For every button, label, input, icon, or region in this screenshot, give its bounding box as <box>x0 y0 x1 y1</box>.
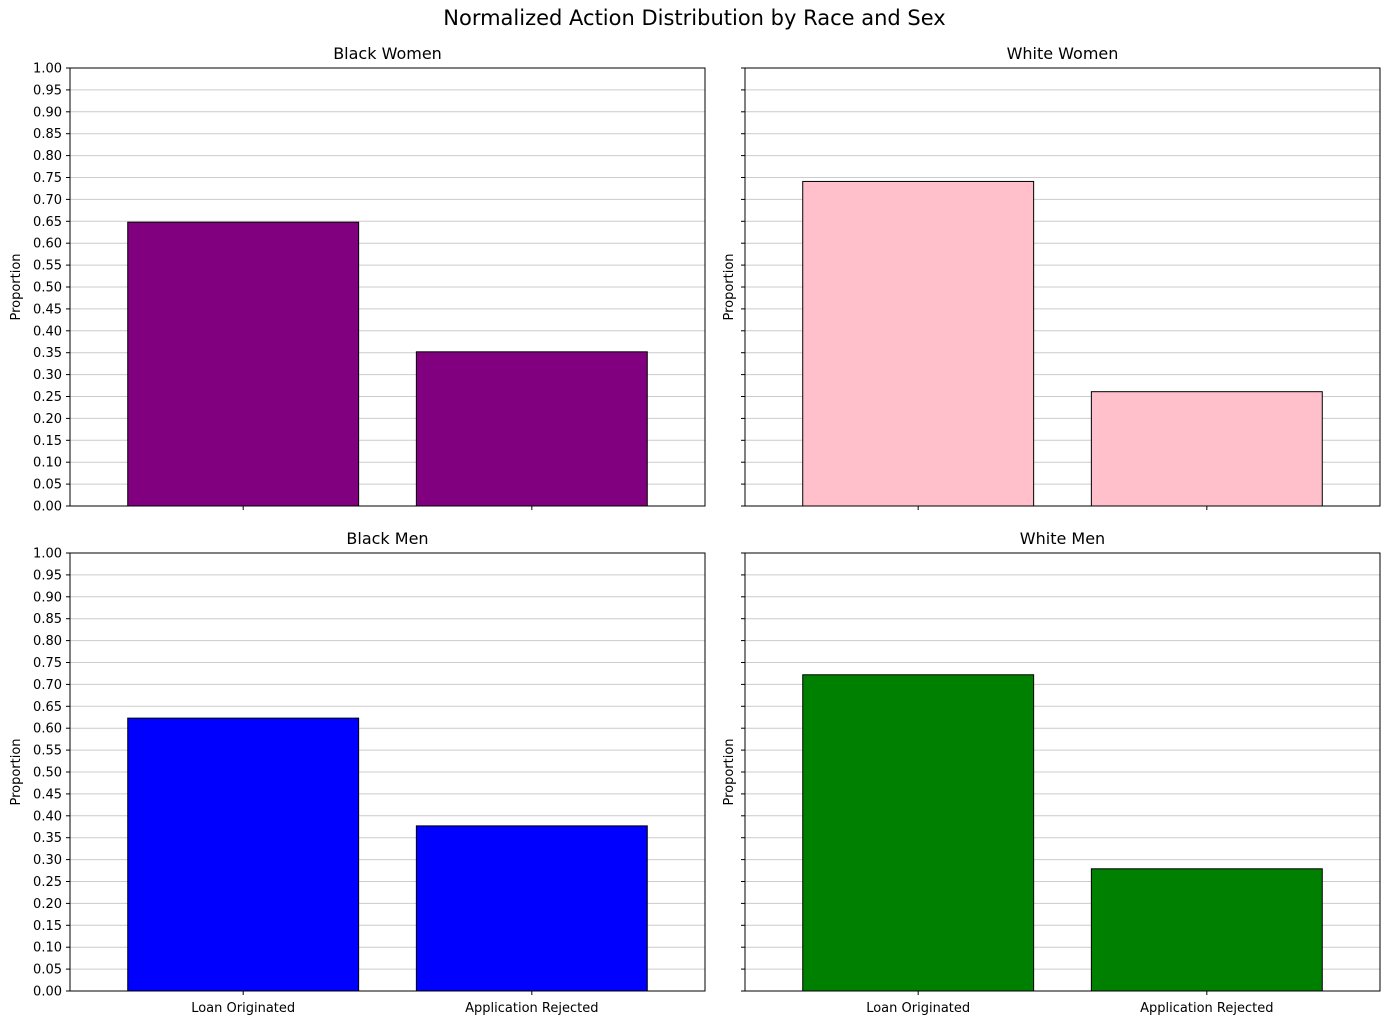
subplot-title: White Men <box>1020 529 1105 548</box>
y-tick-label: 0.30 <box>33 853 62 868</box>
y-tick-label: 0.65 <box>33 700 62 715</box>
bar-application-rejected <box>415 825 648 992</box>
axes-frame <box>69 67 706 507</box>
x-tick-label: Loan Originated <box>191 1001 295 1016</box>
y-tick-label: 0.25 <box>33 390 62 405</box>
bar-loan-originated <box>802 674 1035 992</box>
axes-frame <box>744 67 1381 507</box>
y-tick-label: 0.50 <box>33 766 62 781</box>
y-axis-label: Proportion <box>9 738 24 805</box>
y-tick-label: 0.50 <box>33 281 62 296</box>
y-tick-label: 0.70 <box>33 193 62 208</box>
y-tick-label: 0.55 <box>33 744 62 759</box>
axes-frame <box>744 552 1381 992</box>
y-axis-label: Proportion <box>9 253 24 320</box>
y-tick-label: 0.75 <box>33 656 62 671</box>
y-tick-label: 0.95 <box>33 568 62 583</box>
y-tick-label: 0.25 <box>33 875 62 890</box>
y-tick-label: 0.85 <box>33 127 62 142</box>
y-tick-label: 0.65 <box>33 215 62 230</box>
y-tick-label: 0.95 <box>33 83 62 98</box>
y-tick-label: 0.80 <box>33 634 62 649</box>
y-tick-label: 0.05 <box>33 478 62 493</box>
x-tick-label: Application Rejected <box>1140 1001 1273 1016</box>
y-tick-label: 0.10 <box>33 941 62 956</box>
y-tick-label: 0.60 <box>33 722 62 737</box>
x-tick-label: Loan Originated <box>866 1001 970 1016</box>
subplot-title: White Women <box>1007 44 1119 63</box>
y-tick-label: 1.00 <box>33 62 62 77</box>
subplot-3: Loan Originated Application Rejected White… <box>722 529 1381 1016</box>
y-tick-label: 0.00 <box>33 500 62 515</box>
figure-title: Normalized Action Distribution by Race a… <box>443 6 946 30</box>
y-tick-label: 0.35 <box>33 831 62 846</box>
y-tick-label: 0.85 <box>33 612 62 627</box>
subplot-title: Black Men <box>346 529 428 548</box>
subplot-title: Black Women <box>333 44 442 63</box>
y-tick-label: 0.45 <box>33 787 62 802</box>
y-tick-label: 0.00 <box>33 985 62 1000</box>
y-tick-label: 0.30 <box>33 368 62 383</box>
y-tick-label: 0.20 <box>33 412 62 427</box>
y-tick-label: 0.55 <box>33 259 62 274</box>
bar-application-rejected <box>1090 868 1323 992</box>
y-tick-label: 0.20 <box>33 897 62 912</box>
y-tick-label: 0.80 <box>33 149 62 164</box>
bar-loan-originated <box>127 221 360 507</box>
y-tick-label: 0.75 <box>33 171 62 186</box>
y-tick-label: 0.90 <box>33 590 62 605</box>
y-tick-label: 0.40 <box>33 809 62 824</box>
axes-frame <box>69 552 706 992</box>
bar-application-rejected <box>1090 391 1323 507</box>
bar-application-rejected <box>415 351 648 507</box>
y-axis-label: Proportion <box>722 738 737 805</box>
y-tick-label: 0.15 <box>33 919 62 934</box>
bar-loan-originated <box>802 180 1035 507</box>
y-axis-label: Proportion <box>722 253 737 320</box>
y-tick-label: 0.15 <box>33 434 62 449</box>
y-tick-label: 0.35 <box>33 346 62 361</box>
y-tick-label: 0.05 <box>33 963 62 978</box>
y-tick-label: 0.40 <box>33 324 62 339</box>
y-tick-label: 0.70 <box>33 678 62 693</box>
subplot-1: White Women Proportion <box>722 44 1381 510</box>
subplot-0: 0.00 0.05 0.10 0.15 0.20 0.25 0.30 0.35 0.40 0.45… <box>9 44 706 515</box>
subplot-2: 0.00 0.05 0.10 0.15 0.20 0.25 0.30 0.35 0.40 0.45… <box>9 529 706 1016</box>
y-tick-label: 0.60 <box>33 237 62 252</box>
bar-loan-originated <box>127 717 360 992</box>
y-tick-label: 0.90 <box>33 105 62 120</box>
x-tick-label: Application Rejected <box>465 1001 598 1016</box>
y-tick-label: 1.00 <box>33 547 62 562</box>
y-tick-label: 0.45 <box>33 302 62 317</box>
y-tick-label: 0.10 <box>33 456 62 471</box>
